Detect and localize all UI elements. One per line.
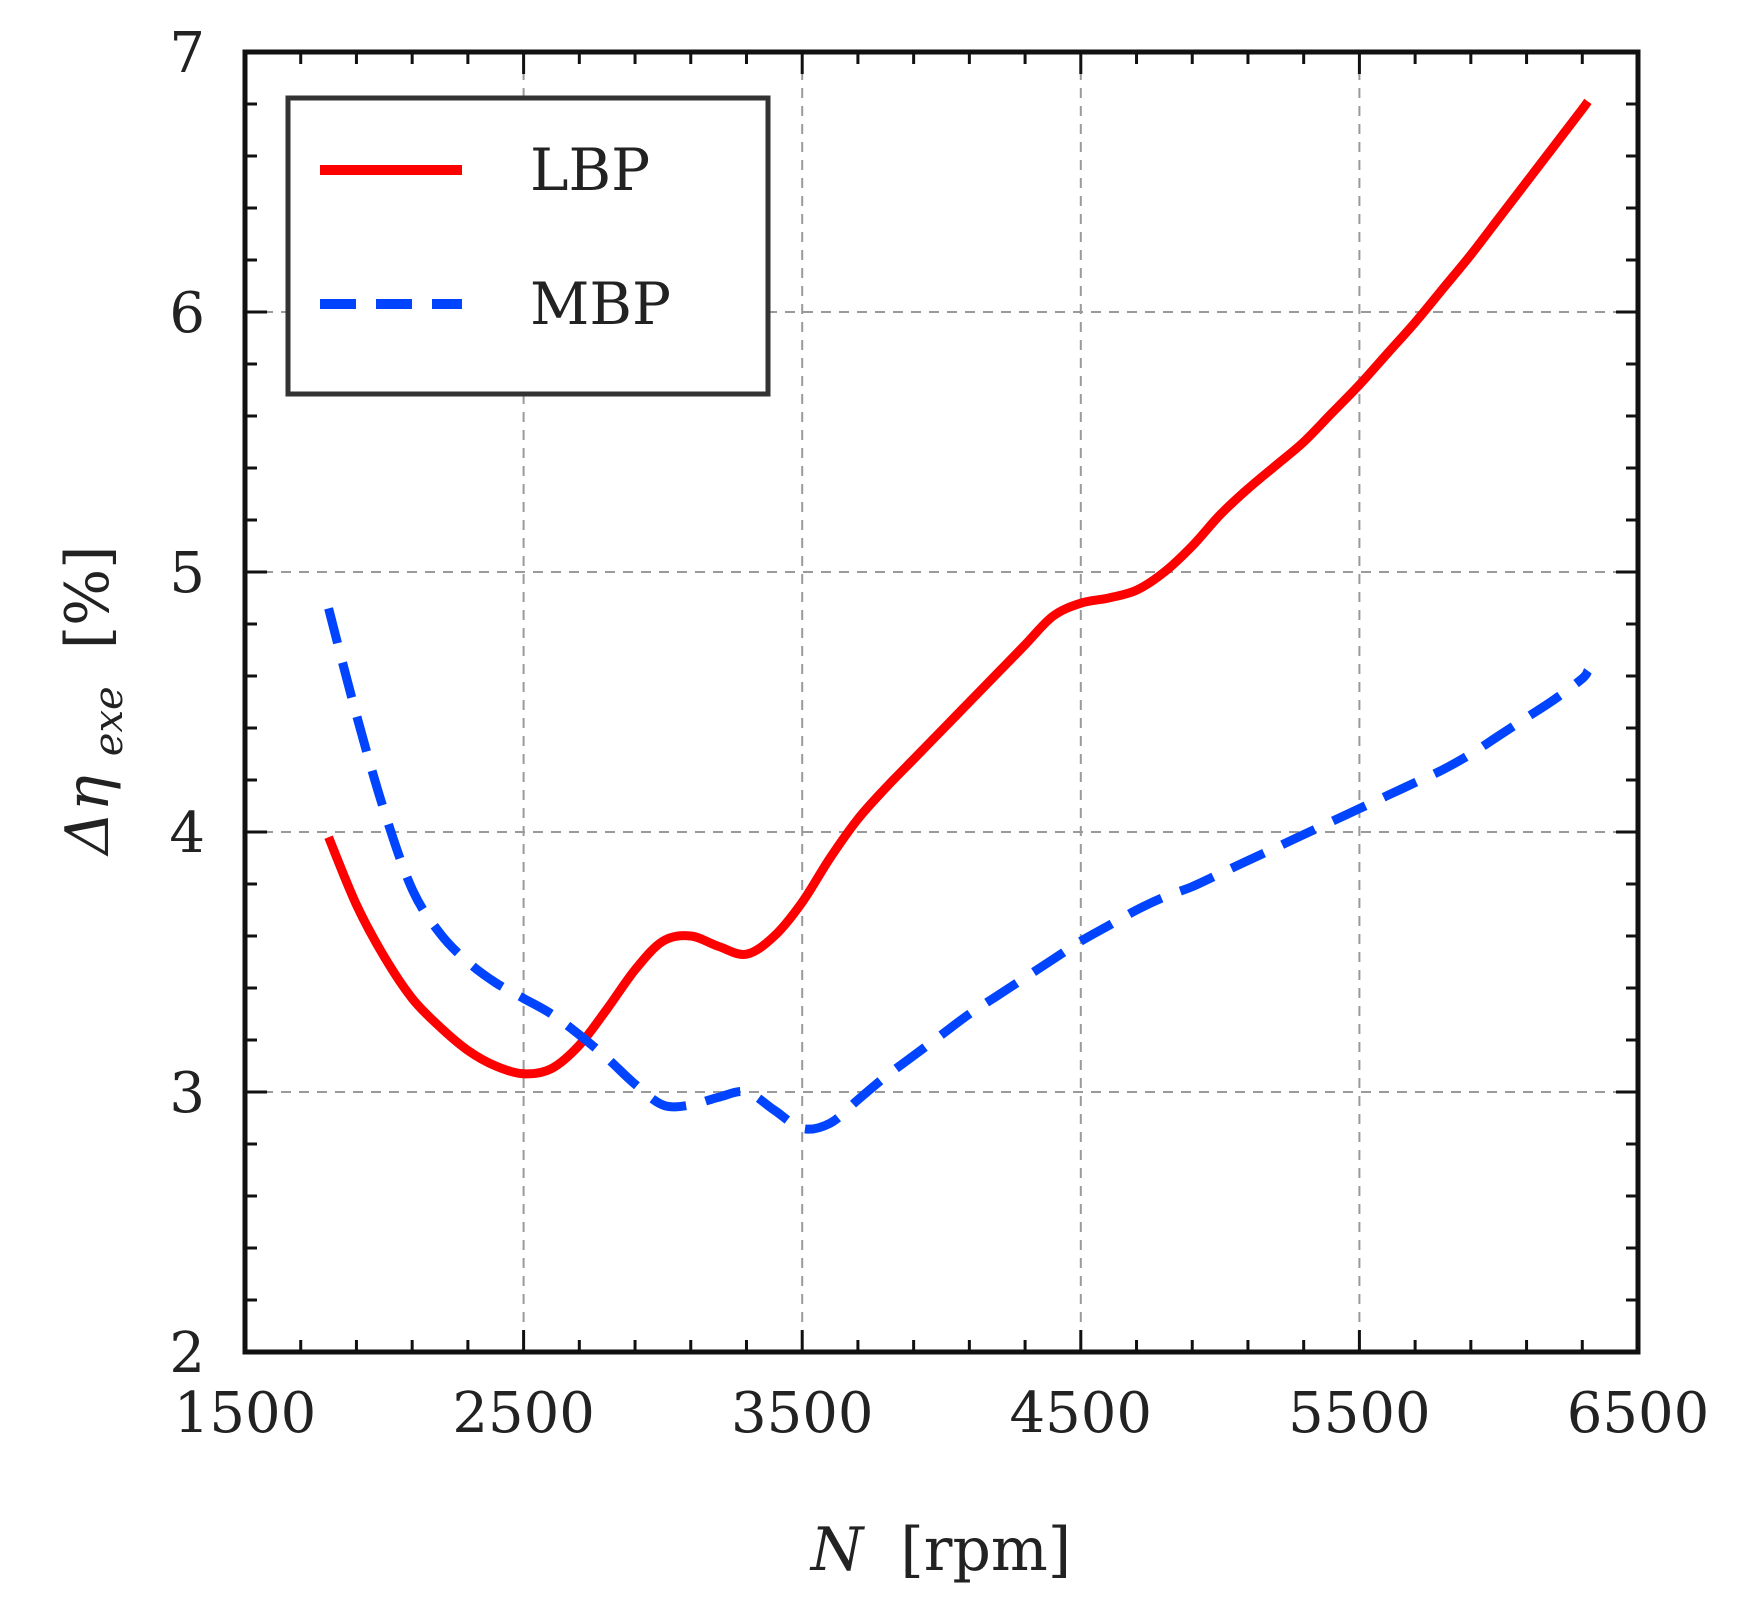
x-tick-label-6500: 6500 xyxy=(1567,1381,1710,1446)
y-tick-label-2: 2 xyxy=(169,1321,205,1386)
y-axis-unit: [%] xyxy=(53,545,123,649)
y-axis-label: Δη exe [%] xyxy=(53,545,137,856)
legend-label-lbp: LBP xyxy=(530,136,650,204)
x-tick-label-3500: 3500 xyxy=(731,1381,874,1446)
y-tick-label-6: 6 xyxy=(169,281,205,346)
legend-label-mbp: MBP xyxy=(530,270,671,338)
x-tick-label-2500: 2500 xyxy=(452,1381,595,1446)
y-tick-label-5: 5 xyxy=(169,541,205,606)
y-tick-label-3: 3 xyxy=(169,1061,205,1126)
series-lines xyxy=(324,98,1592,1134)
x-axis-variable: N xyxy=(809,1515,866,1585)
x-tick-label-1500: 1500 xyxy=(174,1381,317,1446)
grid-lines xyxy=(245,52,1638,1352)
y-tick-label-4: 4 xyxy=(169,801,205,866)
x-tick-label-4500: 4500 xyxy=(1010,1381,1153,1446)
y-tick-label-7: 7 xyxy=(169,21,205,86)
axis-ticks xyxy=(243,50,1640,1354)
y-axis-variable: Δη xyxy=(53,775,123,856)
y-axis-subscript: exe xyxy=(86,686,132,756)
x-axis-label: N [rpm] xyxy=(809,1515,1071,1585)
legend: LBP MBP xyxy=(285,95,771,397)
x-axis-unit: [rpm] xyxy=(900,1515,1071,1585)
x-tick-label-5500: 5500 xyxy=(1288,1381,1431,1446)
series-line-lbp xyxy=(324,98,1592,1079)
tick-labels: 1500 2500 3500 4500 5500 6500 2 3 4 5 6 7 xyxy=(169,21,1709,1446)
legend-box xyxy=(285,95,771,397)
plot-frame xyxy=(242,49,1641,1355)
series-line-mbp xyxy=(324,607,1592,1134)
